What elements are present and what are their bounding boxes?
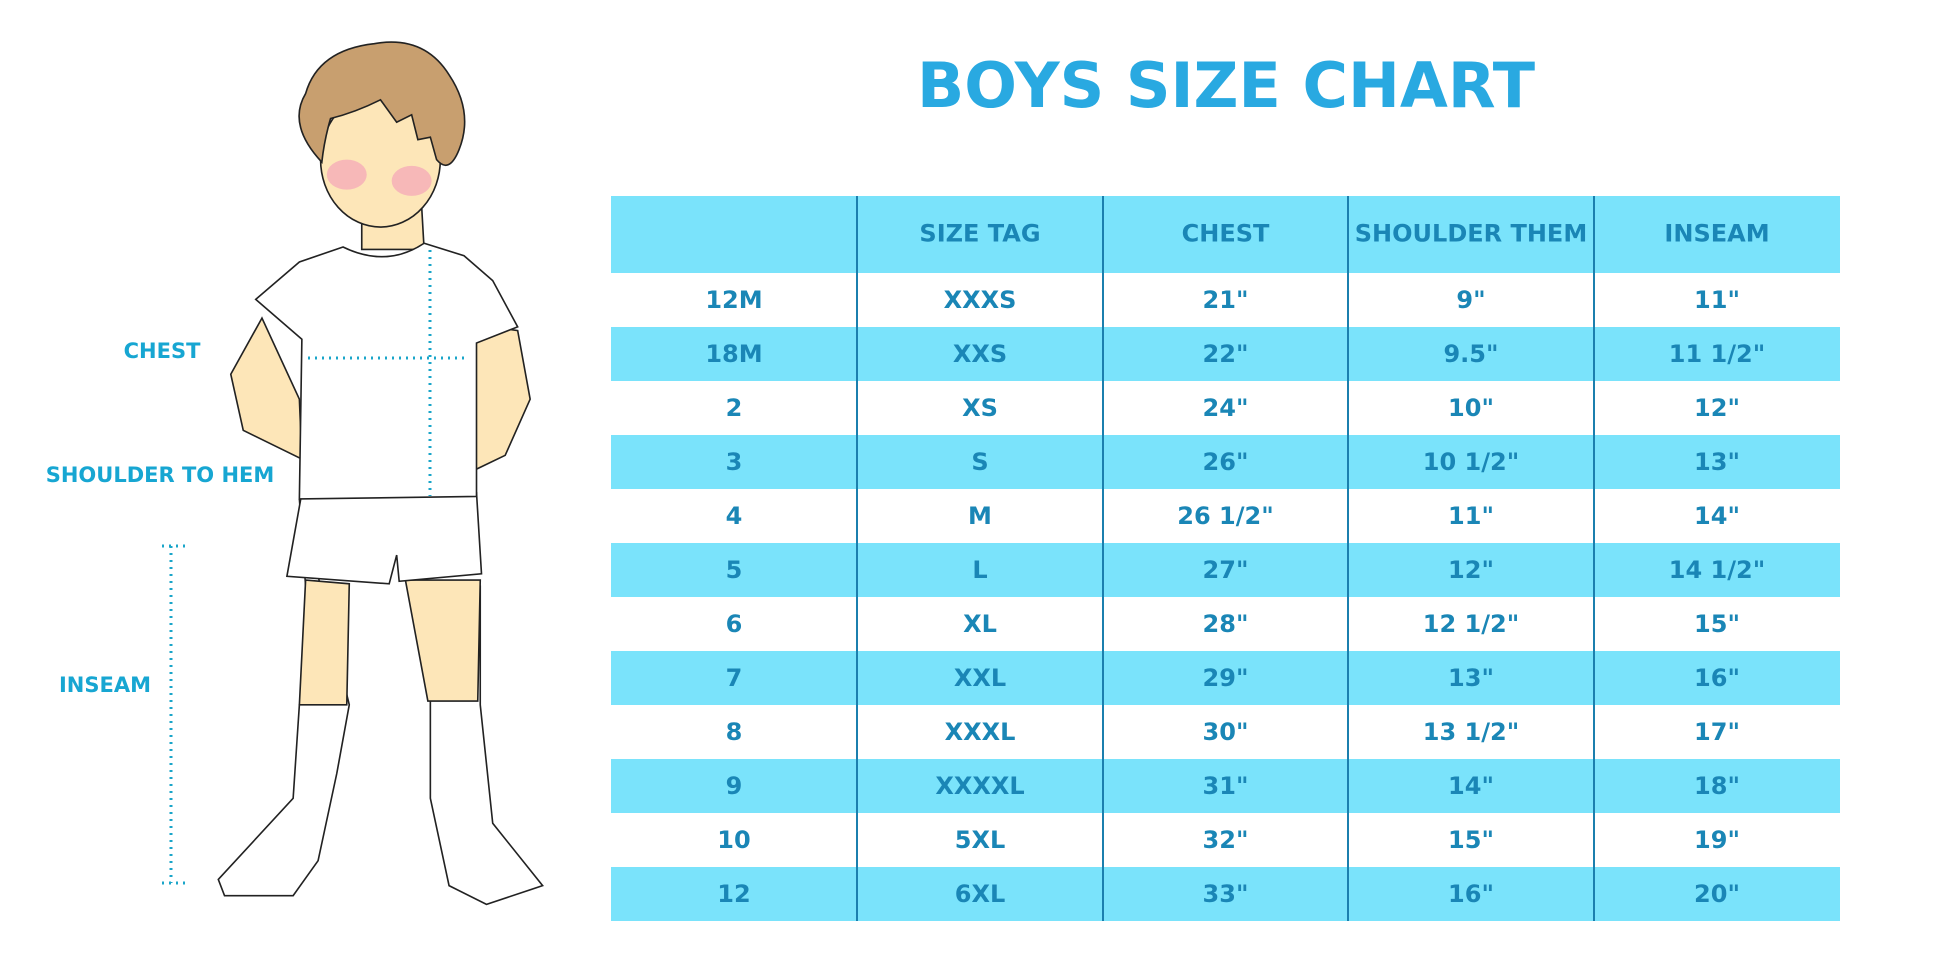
row-band <box>611 327 1840 381</box>
cell: XXS <box>953 340 1007 368</box>
size-table: 12M XXXS 21" 9" 11"18M XXS 22" 9.5" 11 1/2"2 XS 24… <box>611 196 1840 921</box>
cell: 6 <box>726 610 743 638</box>
cell: 4 <box>726 502 743 530</box>
cell: 22" <box>1203 340 1249 368</box>
cell: M <box>968 502 992 530</box>
cell: 13 1/2" <box>1423 718 1519 746</box>
cell: 15" <box>1694 610 1740 638</box>
row-band <box>611 435 1840 489</box>
cell: 3 <box>726 448 743 476</box>
cell: 12M <box>705 286 762 314</box>
cell: XXL <box>954 664 1006 692</box>
row-band <box>611 651 1840 705</box>
cell: XXXL <box>945 718 1016 746</box>
cell: S <box>971 448 988 476</box>
header-cell: SHOULDER THEM <box>1355 220 1587 248</box>
cell: 10" <box>1448 394 1494 422</box>
cell: XL <box>963 610 997 638</box>
inseam-label: INSEAM <box>59 673 151 697</box>
cell: 21" <box>1203 286 1249 314</box>
cell: 7 <box>726 664 743 692</box>
cell: 19" <box>1694 826 1740 854</box>
cell: 12 <box>717 880 750 908</box>
cell: 29" <box>1203 664 1249 692</box>
cell: 10 <box>717 826 750 854</box>
cell: XXXS <box>944 286 1017 314</box>
cell: 11 1/2" <box>1669 340 1765 368</box>
header-cell: INSEAM <box>1664 220 1769 248</box>
cell: 15" <box>1448 826 1494 854</box>
cell: 11" <box>1694 286 1740 314</box>
cell: 24" <box>1203 394 1249 422</box>
cell: 5XL <box>955 826 1006 854</box>
row-band <box>611 867 1840 921</box>
cell: 5 <box>726 556 743 584</box>
cell: 14 1/2" <box>1669 556 1765 584</box>
cell: 26" <box>1203 448 1249 476</box>
cell: 16" <box>1694 664 1740 692</box>
cell: 14" <box>1694 502 1740 530</box>
cell: 2 <box>726 394 743 422</box>
header-row <box>611 196 1840 273</box>
cell: XXXXL <box>935 772 1024 800</box>
cell: 31" <box>1203 772 1249 800</box>
cell: 12 1/2" <box>1423 610 1519 638</box>
cell: 9 <box>726 772 743 800</box>
cell: 28" <box>1203 610 1249 638</box>
title: BOYS SIZE CHART <box>917 49 1535 122</box>
boy-illustration <box>217 41 544 906</box>
cell: 13" <box>1448 664 1494 692</box>
cell: 30" <box>1203 718 1249 746</box>
header-cell: SIZE TAG <box>919 220 1040 248</box>
chest-label: CHEST <box>124 339 201 363</box>
cell: 26 1/2" <box>1177 502 1273 530</box>
cell: 10 1/2" <box>1423 448 1519 476</box>
cell: 12" <box>1448 556 1494 584</box>
measure-lines <box>162 250 468 885</box>
row-band <box>611 543 1840 597</box>
cell: 27" <box>1203 556 1249 584</box>
cell: 6XL <box>955 880 1006 908</box>
cell: 17" <box>1694 718 1740 746</box>
header-cell: CHEST <box>1182 220 1270 248</box>
cell: 14" <box>1448 772 1494 800</box>
cell: 16" <box>1448 880 1494 908</box>
cell: 20" <box>1694 880 1740 908</box>
cell: 13" <box>1694 448 1740 476</box>
cell: XS <box>962 394 998 422</box>
cell: 18M <box>705 340 762 368</box>
cell: 9.5" <box>1443 340 1498 368</box>
cell: 9" <box>1456 286 1485 314</box>
shoulder-label: SHOULDER TO HEM <box>46 463 275 487</box>
cell: 18" <box>1694 772 1740 800</box>
cell: 12" <box>1694 394 1740 422</box>
cell: 11" <box>1448 502 1494 530</box>
cell: 32" <box>1203 826 1249 854</box>
row-band <box>611 759 1840 813</box>
cell: 8 <box>726 718 743 746</box>
cell: 33" <box>1203 880 1249 908</box>
cell: L <box>972 556 987 584</box>
